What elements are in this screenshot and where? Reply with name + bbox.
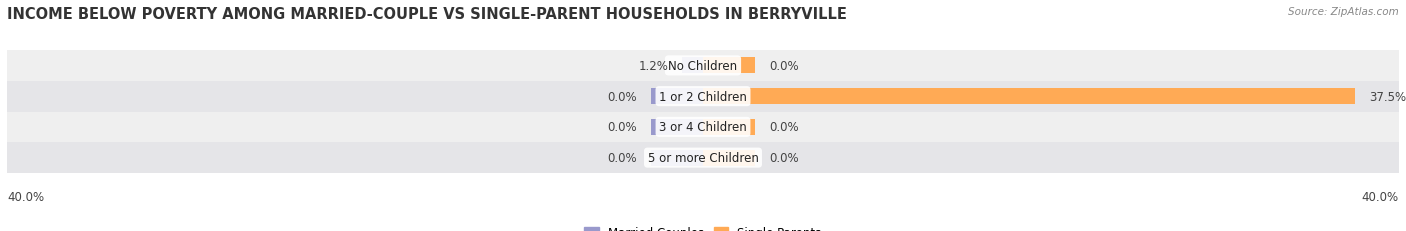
Text: 1.2%: 1.2% — [638, 60, 668, 73]
Bar — [703, 119, 755, 135]
Bar — [682, 58, 703, 74]
Bar — [703, 58, 755, 74]
Text: 0.0%: 0.0% — [607, 121, 637, 134]
Bar — [7, 51, 1399, 82]
Text: 0.0%: 0.0% — [769, 121, 799, 134]
Bar — [651, 150, 703, 166]
Legend: Married Couples, Single Parents: Married Couples, Single Parents — [579, 221, 827, 231]
Bar — [651, 89, 703, 105]
Bar — [7, 143, 1399, 173]
Text: Source: ZipAtlas.com: Source: ZipAtlas.com — [1288, 7, 1399, 17]
Text: No Children: No Children — [668, 60, 738, 73]
Bar — [703, 150, 755, 166]
Text: 3 or 4 Children: 3 or 4 Children — [659, 121, 747, 134]
Text: INCOME BELOW POVERTY AMONG MARRIED-COUPLE VS SINGLE-PARENT HOUSEHOLDS IN BERRYVI: INCOME BELOW POVERTY AMONG MARRIED-COUPL… — [7, 7, 846, 22]
Text: 0.0%: 0.0% — [607, 152, 637, 164]
Text: 0.0%: 0.0% — [607, 90, 637, 103]
Text: 37.5%: 37.5% — [1369, 90, 1406, 103]
Text: 1 or 2 Children: 1 or 2 Children — [659, 90, 747, 103]
Text: 5 or more Children: 5 or more Children — [648, 152, 758, 164]
Text: 40.0%: 40.0% — [7, 190, 44, 203]
Text: 40.0%: 40.0% — [1362, 190, 1399, 203]
Text: 0.0%: 0.0% — [769, 60, 799, 73]
Bar — [7, 82, 1399, 112]
Bar — [7, 112, 1399, 143]
Bar — [703, 89, 1355, 105]
Text: 0.0%: 0.0% — [769, 152, 799, 164]
Bar — [651, 119, 703, 135]
